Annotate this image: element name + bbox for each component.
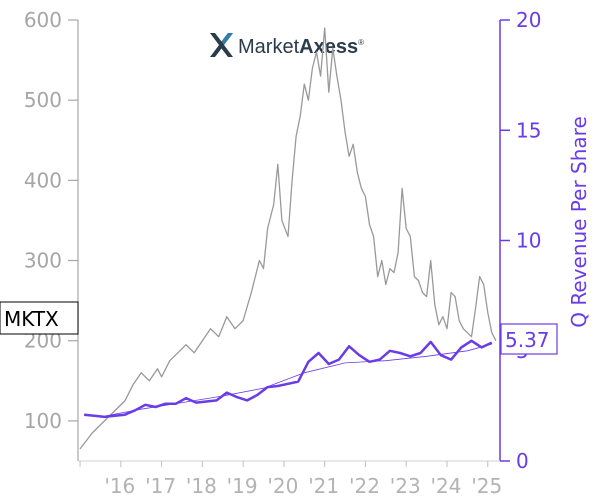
last-value-box: 5.37 xyxy=(500,323,558,355)
left-tick-label: 600 xyxy=(24,8,62,32)
x-tick-label: '24 xyxy=(431,474,462,498)
logo-text-regular: Market xyxy=(238,36,300,58)
right-tick-label: 15 xyxy=(516,118,541,142)
right-axis: 05101520 xyxy=(499,8,541,473)
x-tick-label: '25 xyxy=(471,474,502,498)
last-value-label: 5.37 xyxy=(505,328,550,352)
x-tick-label: '21 xyxy=(308,474,339,498)
market-axess-logo: MarketAxess® xyxy=(210,33,364,58)
x-tick-label: '19 xyxy=(227,474,258,498)
ticker-label: MKTX xyxy=(4,307,59,331)
x-tick-label: '17 xyxy=(145,474,176,498)
price-line xyxy=(79,27,497,450)
logo-registered-mark: ® xyxy=(358,38,364,47)
logo-text-bold: Axess xyxy=(299,36,358,58)
x-tick-label: '20 xyxy=(267,474,298,498)
left-tick-label: 500 xyxy=(24,88,62,112)
right-tick-label: 0 xyxy=(516,449,529,473)
left-tick-label: 300 xyxy=(24,249,62,273)
revenue-per-share-line xyxy=(83,339,493,419)
left-tick-label: 400 xyxy=(24,168,62,192)
x-tick-label: '23 xyxy=(390,474,421,498)
ticker-box: MKTX xyxy=(0,301,79,335)
x-axis: '16 '17 '18 '19 '20 '21 '22 '23 '24 '25 xyxy=(78,460,502,498)
svg-text:MarketAxess®: MarketAxess® xyxy=(238,36,364,58)
x-tick-label: '22 xyxy=(349,474,380,498)
left-tick-label: 100 xyxy=(24,409,62,433)
plot-area xyxy=(79,27,497,450)
right-tick-label: 20 xyxy=(516,8,541,32)
x-tick-label: '18 xyxy=(186,474,217,498)
right-axis-label: Q Revenue Per Share xyxy=(567,116,591,328)
right-tick-label: 10 xyxy=(516,229,541,253)
x-mark-icon xyxy=(210,33,233,57)
x-tick-label: '16 xyxy=(104,474,135,498)
